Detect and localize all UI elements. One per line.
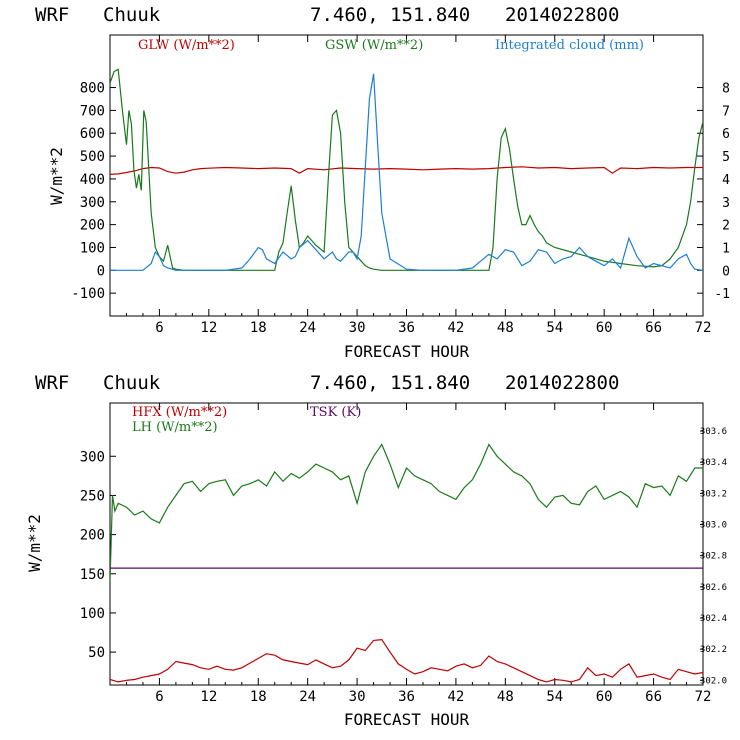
x-tick-label: 30	[349, 320, 366, 336]
bottom-chart: WRF Chuuk 7.460, 151.840 2014022800 6 12 18 24 3…	[25, 372, 727, 729]
legend-entry: HFX (W/m**2)	[132, 405, 227, 420]
x-tick-label: 12	[200, 320, 217, 336]
header-coords: 7.460, 151.840	[310, 372, 470, 394]
x-tick-label: 54	[546, 689, 563, 705]
y2-tick-label: 3	[722, 196, 730, 211]
legend-entry: GLW (W/m**2)	[138, 38, 235, 53]
y2-tick-label: 303.6	[700, 427, 727, 437]
legend-entry: LH (W/m**2)	[132, 420, 218, 435]
y-tick-label: -100	[71, 286, 105, 302]
y2-tick-label: 6	[722, 127, 730, 142]
y-tick-label: 250	[80, 488, 105, 504]
x-tick-label: 60	[596, 689, 613, 705]
y-tick-label: 0	[97, 263, 105, 279]
y-tick-label: 600	[80, 126, 105, 142]
y2-tick-label: 303.0	[700, 521, 727, 531]
x-tick-label: 6	[155, 320, 163, 336]
x-tick-label: 12	[200, 689, 217, 705]
y2-tick-label: 302.4	[700, 614, 727, 624]
x-tick-label: 42	[447, 689, 464, 705]
x-tick-label: 48	[497, 689, 514, 705]
x-tick-label: 24	[299, 689, 316, 705]
y-tick-label: 400	[80, 172, 105, 188]
y-tick-label: 50	[88, 645, 105, 661]
y-tick-label: 100	[80, 240, 105, 256]
header-model: WRF	[35, 372, 69, 394]
x-tick-label: 18	[250, 320, 267, 336]
series-line-1	[110, 68, 703, 271]
y2-tick-label: 7	[722, 104, 730, 119]
y-tick-label: 300	[80, 449, 105, 465]
x-tick-label: 66	[645, 689, 662, 705]
x-tick-label: 66	[645, 320, 662, 336]
plot-frame	[109, 402, 704, 686]
header-date: 2014022800	[505, 372, 619, 394]
y-axis-title: W/m**2	[25, 514, 44, 572]
y2-tick-label: 0	[722, 264, 730, 279]
plot-frame	[109, 34, 704, 317]
header-location: Chuuk	[103, 4, 161, 26]
x-tick-label: 60	[596, 320, 613, 336]
x-tick-label: 42	[447, 320, 464, 336]
y-tick-label: 500	[80, 149, 105, 165]
x-tick-label: 18	[250, 689, 267, 705]
series-line-2	[110, 73, 703, 271]
header-coords: 7.460, 151.840	[310, 4, 470, 26]
y2-tick-label: 4	[722, 173, 730, 188]
x-tick-label: 72	[695, 689, 712, 705]
header-date: 2014022800	[505, 4, 619, 26]
series-line-0	[110, 638, 703, 683]
x-tick-label: 36	[398, 689, 415, 705]
y2-tick-label: 303.4	[700, 458, 727, 468]
y2-tick-label: 302.0	[700, 676, 727, 686]
y2-tick-label: 302.2	[700, 645, 727, 655]
x-tick-label: 48	[497, 320, 514, 336]
x-tick-label: 72	[695, 320, 712, 336]
x-tick-label: 24	[299, 320, 316, 336]
y2-tick-label: 303.2	[700, 489, 727, 499]
y2-tick-label: 302.8	[700, 552, 727, 562]
y-tick-label: 200	[80, 528, 105, 544]
legend-entry: TSK (K)	[310, 405, 361, 420]
x-axis-title: FORECAST HOUR	[344, 342, 470, 361]
y2-tick-label: 302.6	[700, 583, 727, 593]
x-axis-title: FORECAST HOUR	[344, 710, 470, 729]
series-line-0	[110, 166, 703, 175]
header-model: WRF	[35, 4, 69, 26]
y2-tick-label: -1	[714, 287, 730, 302]
y2-tick-label: 1	[722, 241, 730, 256]
y-tick-label: 800	[80, 81, 105, 97]
series-line-1	[110, 443, 703, 582]
y2-tick-label: 8	[722, 82, 730, 97]
legend-entry: GSW (W/m**2)	[325, 38, 423, 53]
x-tick-label: 6	[155, 689, 163, 705]
header-location: Chuuk	[103, 372, 161, 394]
y-tick-label: 150	[80, 567, 105, 583]
y-axis-title: W/m**2	[47, 147, 66, 205]
y2-tick-label: 2	[722, 219, 730, 234]
y-tick-label: 300	[80, 195, 105, 211]
x-tick-label: 54	[546, 320, 563, 336]
x-tick-label: 30	[349, 689, 366, 705]
y-tick-label: 100	[80, 606, 105, 622]
y-tick-label: 700	[80, 103, 105, 119]
y-tick-label: 200	[80, 218, 105, 234]
y2-tick-label: 5	[722, 150, 730, 165]
legend-entry: Integrated cloud (mm)	[495, 38, 644, 53]
x-tick-label: 36	[398, 320, 415, 336]
